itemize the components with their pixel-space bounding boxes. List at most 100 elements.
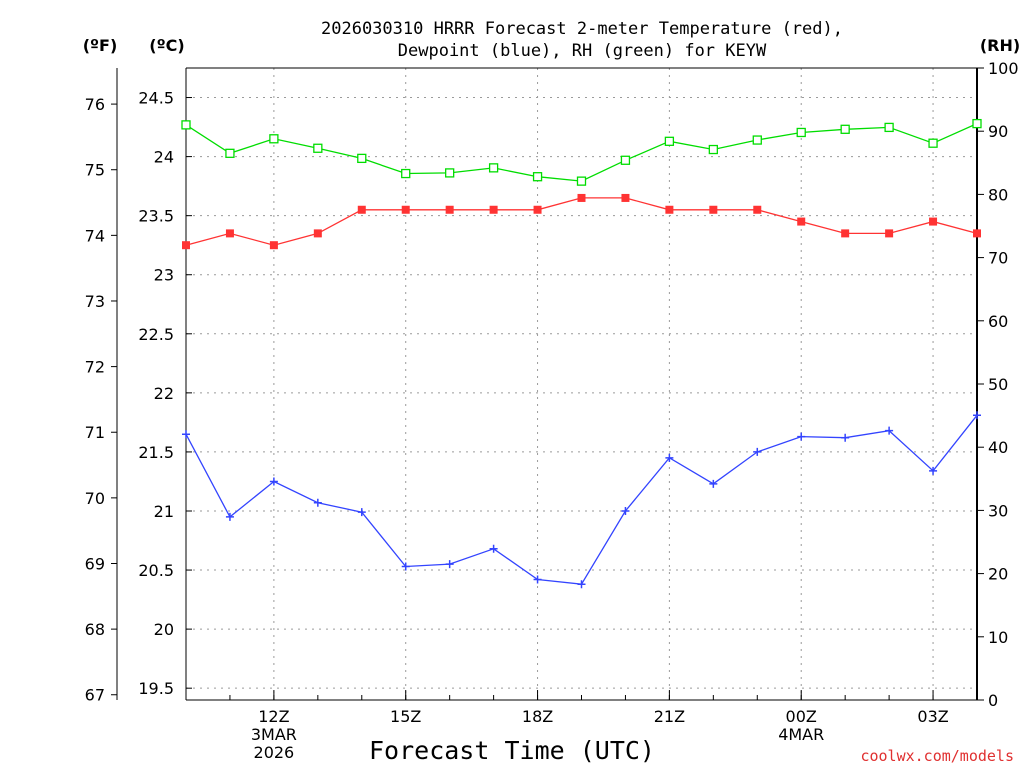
temperature-point [269,241,278,250]
credit-text: coolwx.com/models [860,747,1014,765]
celsius-tick-label: 21.5 [138,443,174,462]
temperature-point [709,205,718,214]
rh-point [445,168,455,178]
temperature-point [665,205,674,214]
temperature-point [753,205,762,214]
temperature-point [929,217,938,226]
rh-unit-label: (RH) [980,36,1020,55]
tick-labels: 19.5 20 20.5 21 21.5 22 22.5 23 23.5 24 24.5 67 68 69… [85,59,1019,762]
dewpoint-line [185,414,978,585]
x-tick-label: 3MAR [251,725,297,744]
x-tick-label: 00Z [786,707,817,726]
dewpoint-point [401,562,410,571]
x-tick-label: 18Z [522,707,553,726]
dewpoint-point [621,506,630,515]
rh-line [185,123,978,182]
fahrenheit-tick-label: 74 [85,226,105,245]
rh-tick-label: 100 [988,59,1019,78]
rh-point [884,122,894,133]
dewpoint-point [885,426,894,435]
temperature-point [885,229,894,238]
rh-tick-label: 0 [988,691,998,710]
fahrenheit-unit-label: (ºF) [83,36,118,55]
axes [111,67,984,701]
rh-point [181,120,191,130]
rh-tick-label: 50 [988,375,1008,394]
fahrenheit-tick-label: 72 [85,358,105,377]
rh-point [928,138,938,148]
temperature-point [489,205,498,214]
title-line-2: Dewpoint (blue), RH (green) for KEYW [398,41,767,61]
celsius-tick-label: 24.5 [138,89,174,108]
fahrenheit-tick-label: 75 [85,161,105,180]
temperature-point [533,205,542,214]
rh-tick-label: 70 [988,249,1008,268]
rh-tick-label: 80 [988,185,1008,204]
rh-point [225,148,235,158]
grid [186,68,977,700]
dewpoint-point [797,432,806,441]
rh-point [576,176,587,186]
dewpoint-point [269,477,278,486]
celsius-tick-label: 21 [154,502,174,521]
dewpoint-point [313,498,322,507]
x-tick-label: 2026 [254,743,295,762]
x-tick-label: 12Z [258,707,289,726]
x-tick-label: 15Z [390,707,421,726]
title-line-1: 2026030310 HRRR Forecast 2-meter Tempera… [321,19,843,39]
dewpoint-point [445,560,454,569]
temperature-point [577,193,586,202]
fahrenheit-tick-label: 71 [85,423,105,442]
x-axis-label: Forecast Time (UTC) [369,736,655,765]
temperature-point [797,217,806,226]
rh-point [313,143,323,153]
rh-tick-label: 30 [988,501,1008,520]
fahrenheit-tick-label: 67 [85,686,105,705]
rh-point [620,155,631,165]
rh-point [752,135,762,145]
temperature-point [357,205,366,214]
temperature-point [401,205,410,214]
celsius-unit-label: (ºC) [149,36,184,55]
rh-point [488,163,499,173]
celsius-tick-label: 20.5 [138,561,174,580]
temperature-point [841,229,850,238]
rh-point [269,134,279,144]
x-tick-label: 21Z [654,707,685,726]
celsius-tick-label: 19.5 [138,679,174,698]
temperature-point [445,205,454,214]
x-tick-label: 4MAR [778,725,824,744]
fahrenheit-tick-label: 73 [85,292,105,311]
rh-point [972,118,982,129]
rh-tick-label: 40 [988,438,1008,457]
rh-point [840,124,850,134]
dewpoint-point [709,479,718,488]
celsius-tick-label: 24 [154,148,174,167]
temperature-point [225,229,234,238]
dewpoint-point [929,466,938,475]
rh-tick-label: 60 [988,312,1008,331]
fahrenheit-tick-label: 69 [85,554,105,573]
fahrenheit-tick-label: 70 [85,489,105,508]
rh-point [357,153,367,164]
dewpoint-point [973,411,981,420]
rh-tick-label: 90 [988,122,1008,141]
dewpoint-point [533,575,542,584]
dewpoint-point [841,433,850,442]
chart-title: 2026030310 HRRR Forecast 2-meter Tempera… [321,19,843,61]
celsius-tick-label: 22.5 [138,325,174,344]
temperature-point [182,241,190,250]
rh-point [532,172,543,182]
dewpoint-point [182,430,190,439]
series-layer [181,118,982,589]
celsius-tick-label: 20 [154,620,174,639]
dewpoint-point [665,453,674,462]
rh-point [401,168,411,179]
rh-point [708,144,718,155]
celsius-tick-label: 22 [154,384,174,403]
rh-point [796,127,806,138]
dewpoint-point [489,544,498,553]
fahrenheit-tick-label: 68 [85,620,105,639]
dewpoint-point [357,508,366,517]
